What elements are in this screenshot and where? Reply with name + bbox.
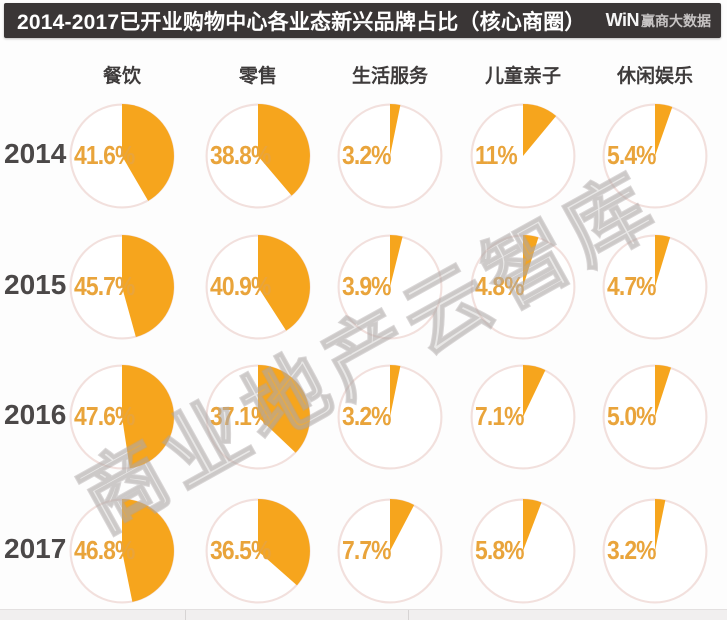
pie-chart: [602, 498, 708, 604]
pie-wedge: [390, 235, 403, 287]
pie-wedge: [523, 499, 542, 551]
pie-cell: 45.7%: [69, 234, 175, 340]
pie-chart: [470, 498, 576, 604]
pie-wedge: [258, 365, 310, 453]
pie-chart: [69, 364, 175, 470]
pie-cell: 3.2%: [337, 364, 443, 470]
column-header: 休闲娱乐: [616, 66, 693, 87]
row-year-label: 2014: [4, 138, 67, 169]
pie-cell: 5.4%: [602, 103, 708, 209]
bottom-strip: [0, 609, 727, 620]
win-logo-icon: WiN: [605, 10, 640, 30]
pie-cell: 36.5%: [205, 498, 311, 604]
pie-wedge: [390, 104, 401, 156]
title-bar: 2014-2017已开业购物中心各业态新兴品牌占比（核心商圈） WiN 赢商大数…: [4, 3, 721, 38]
pie-cell: 46.8%: [69, 498, 175, 604]
pie-cell: 5.8%: [470, 498, 576, 604]
pie-cell: 3.2%: [337, 103, 443, 209]
pie-chart: [205, 103, 311, 209]
pie-cell: 3.2%: [602, 498, 708, 604]
pie-chart: [470, 364, 576, 470]
pie-cell: 4.8%: [470, 234, 576, 340]
pie-wedge: [122, 235, 174, 338]
pie-value-label: 11%: [475, 139, 518, 170]
pie-cell: 3.9%: [337, 234, 443, 340]
pie-cell: 41.6%: [69, 103, 175, 209]
pie-chart: [69, 234, 175, 340]
pie-chart: [470, 234, 576, 340]
pie-cell: 37.1%: [205, 364, 311, 470]
pie-value-label: 4.7%: [607, 270, 657, 301]
pie-cell: 5.0%: [602, 364, 708, 470]
pie-chart: [337, 234, 443, 340]
pie-value-label: 37.1%: [210, 400, 271, 431]
pie-value-label: 45.7%: [74, 270, 135, 301]
pie-chart: [337, 498, 443, 604]
pie-value-label: 3.2%: [342, 400, 392, 431]
pie-chart: [205, 234, 311, 340]
column-header: 生活服务: [351, 66, 428, 87]
pie-value-label: 40.9%: [210, 270, 271, 301]
page-title: 2014-2017已开业购物中心各业态新兴品牌占比（核心商圈）: [17, 10, 586, 34]
pie-chart: [470, 103, 576, 209]
strip-divider: [185, 610, 186, 620]
pie-chart: [602, 364, 708, 470]
row-year-label: 2015: [4, 269, 67, 300]
pie-cell: 7.7%: [337, 498, 443, 604]
pie-value-label: 47.6%: [74, 400, 135, 431]
pie-chart: [602, 234, 708, 340]
pie-value-label: 36.5%: [210, 534, 271, 565]
pie-wedge: [390, 499, 415, 551]
pie-value-label: 5.0%: [607, 400, 657, 431]
pie-cell: 11%: [470, 103, 576, 209]
pie-wedge: [523, 235, 539, 287]
pie-cell: 4.7%: [602, 234, 708, 340]
pie-value-label: 41.6%: [74, 139, 135, 170]
pie-value-label: 3.2%: [342, 139, 392, 170]
pie-wedge: [523, 365, 546, 417]
pie-wedge: [655, 499, 666, 551]
pie-value-label: 4.8%: [475, 270, 525, 301]
pie-wedge: [523, 104, 557, 156]
pie-wedge: [655, 235, 671, 287]
pie-chart: [337, 103, 443, 209]
pie-chart: [69, 103, 175, 209]
row-year-label: 2016: [4, 399, 67, 430]
strip-divider: [408, 610, 409, 620]
pie-chart: [205, 364, 311, 470]
pie-value-label: 7.7%: [342, 534, 392, 565]
pie-value-label: 3.2%: [607, 534, 657, 565]
pie-value-label: 7.1%: [475, 400, 525, 431]
pie-cell: 47.6%: [69, 364, 175, 470]
pie-wedge: [258, 499, 310, 586]
pie-wedge: [655, 365, 672, 417]
pie-chart: [602, 103, 708, 209]
column-header: 儿童亲子: [484, 66, 561, 87]
brand-logo: WiN 赢商大数据: [606, 10, 711, 31]
pie-chart: [337, 364, 443, 470]
pie-value-label: 38.8%: [210, 139, 271, 170]
pie-cell: 7.1%: [470, 364, 576, 470]
pie-wedge: [122, 499, 174, 602]
pie-wedge: [258, 235, 310, 331]
pie-wedge: [390, 365, 401, 417]
pie-cell: 38.8%: [205, 103, 311, 209]
pie-value-label: 5.8%: [475, 534, 525, 565]
column-header: 零售: [238, 66, 277, 87]
pie-value-label: 3.9%: [342, 270, 392, 301]
row-year-label: 2017: [4, 533, 67, 564]
pie-wedge: [655, 104, 673, 156]
pie-wedge: [258, 104, 310, 196]
pie-value-label: 5.4%: [607, 139, 657, 170]
pie-wedge: [122, 104, 174, 201]
pie-chart: [205, 498, 311, 604]
brand-name: 赢商大数据: [641, 12, 711, 29]
pie-cell: 40.9%: [205, 234, 311, 340]
pie-value-label: 46.8%: [74, 534, 135, 565]
pie-chart: [69, 498, 175, 604]
watermark: 商业地产云智库: [65, 154, 676, 550]
pie-wedge: [122, 365, 174, 469]
column-header: 餐饮: [102, 66, 141, 87]
